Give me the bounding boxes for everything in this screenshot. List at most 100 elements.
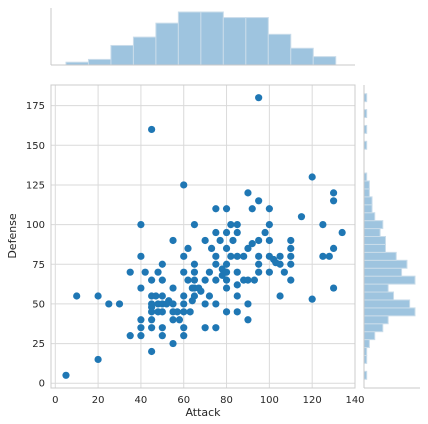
- scatter-point: [244, 244, 252, 252]
- scatter-point: [190, 276, 199, 284]
- scatter-point: [287, 260, 295, 268]
- x-tick-label: 60: [177, 395, 190, 406]
- scatter-point: [137, 221, 145, 229]
- x-histogram-bar: [110, 44, 134, 66]
- scatter-point: [180, 252, 188, 260]
- y-tick-label: 150: [26, 141, 45, 152]
- scatter-point: [222, 284, 231, 292]
- scatter-point: [175, 316, 184, 324]
- scatter-point: [94, 355, 102, 364]
- scatter-point: [148, 347, 156, 356]
- scatter-point: [201, 236, 209, 245]
- scatter-point: [233, 228, 241, 237]
- y-histogram-bar: [363, 180, 370, 190]
- scatter-point: [158, 308, 166, 316]
- scatter-point: [244, 316, 252, 324]
- marginal-y-histogram: [363, 93, 416, 380]
- scatter-point: [319, 221, 327, 229]
- y-histogram-bar: [363, 323, 384, 333]
- scatter-point: [280, 268, 288, 276]
- y-histogram-bar: [363, 228, 381, 238]
- scatter-point: [148, 276, 156, 284]
- scatter-point: [329, 189, 338, 197]
- y-histogram-bar: [363, 339, 370, 349]
- scatter-point: [180, 332, 188, 340]
- scatter-point: [148, 125, 156, 134]
- y-histogram-bar: [363, 212, 376, 222]
- scatter-point: [137, 252, 145, 260]
- scatter-point: [255, 197, 263, 205]
- y-histogram-bar: [363, 204, 373, 214]
- x-tick-label: 100: [260, 395, 279, 406]
- x-tick-label: 80: [220, 395, 233, 406]
- scatter-point: [244, 189, 252, 197]
- scatter-point: [180, 292, 188, 300]
- scatter-point: [338, 228, 346, 237]
- scatter-point: [173, 308, 181, 316]
- scatter-point: [180, 308, 188, 316]
- scatter-point: [154, 268, 162, 276]
- scatter-point: [233, 221, 241, 229]
- scatter-point: [308, 295, 316, 303]
- scatter-point: [255, 236, 263, 245]
- scatter-point: [329, 197, 338, 205]
- y-histogram-bar: [363, 251, 397, 261]
- scatter-point: [287, 276, 295, 284]
- scatter-point: [233, 252, 241, 260]
- y-tick-labels: 0 25 50 75 100 125 150 175: [26, 101, 45, 390]
- scatter-point: [184, 276, 192, 284]
- x-histogram-bar: [222, 17, 247, 66]
- scatter-point: [244, 276, 252, 284]
- y-histogram-bar: [363, 275, 416, 285]
- scatter-point: [205, 292, 214, 300]
- scatter-point: [222, 205, 231, 213]
- x-tick-label: 120: [303, 395, 322, 406]
- plot-area-frame: [50, 84, 356, 389]
- y-tick-label: 100: [26, 220, 45, 231]
- scatter-point: [261, 228, 269, 237]
- scatter-point: [126, 268, 134, 276]
- scatter-point: [212, 260, 220, 268]
- scatter-point: [240, 252, 248, 260]
- y-tick-label: 175: [26, 101, 45, 112]
- x-histogram-bar: [200, 11, 224, 66]
- x-tick-label: 20: [92, 395, 105, 406]
- scatter-point: [244, 300, 252, 308]
- scatter-point: [233, 308, 241, 316]
- x-histogram-bar: [245, 17, 269, 66]
- scatter-point: [276, 252, 284, 260]
- scatter-point: [73, 292, 81, 300]
- scatter-point: [169, 236, 177, 245]
- y-histogram-bar: [363, 243, 386, 253]
- scatter-point: [287, 244, 295, 252]
- scatter-point: [227, 221, 235, 229]
- scatter-point: [137, 324, 145, 332]
- scatter-point: [94, 292, 102, 300]
- scatter-point: [158, 324, 166, 332]
- scatter-point: [329, 284, 338, 292]
- y-histogram-bar: [363, 299, 411, 309]
- scatter-point: [233, 268, 241, 276]
- x-histogram-bar: [177, 11, 202, 66]
- y-histogram-bar: [363, 283, 389, 293]
- scatter-point: [148, 316, 156, 324]
- scatter-point: [180, 268, 188, 276]
- scatter-point: [250, 276, 258, 284]
- y-histogram-bar: [363, 315, 389, 325]
- y-histogram-bar: [363, 236, 386, 245]
- scatter-point: [207, 244, 216, 252]
- scatter-point: [222, 228, 231, 237]
- y-histogram-bar: [363, 196, 373, 206]
- scatter-point: [212, 276, 220, 284]
- scatter-point: [276, 260, 284, 268]
- scatter-point: [212, 205, 220, 213]
- scatter-point: [169, 300, 177, 308]
- scatter-point: [265, 236, 273, 245]
- scatter-point: [329, 244, 338, 252]
- scatter-point: [205, 268, 214, 276]
- scatter-point: [158, 260, 166, 268]
- scatter-point: [255, 260, 263, 268]
- scatter-point: [190, 292, 199, 300]
- scatter-point: [255, 252, 263, 260]
